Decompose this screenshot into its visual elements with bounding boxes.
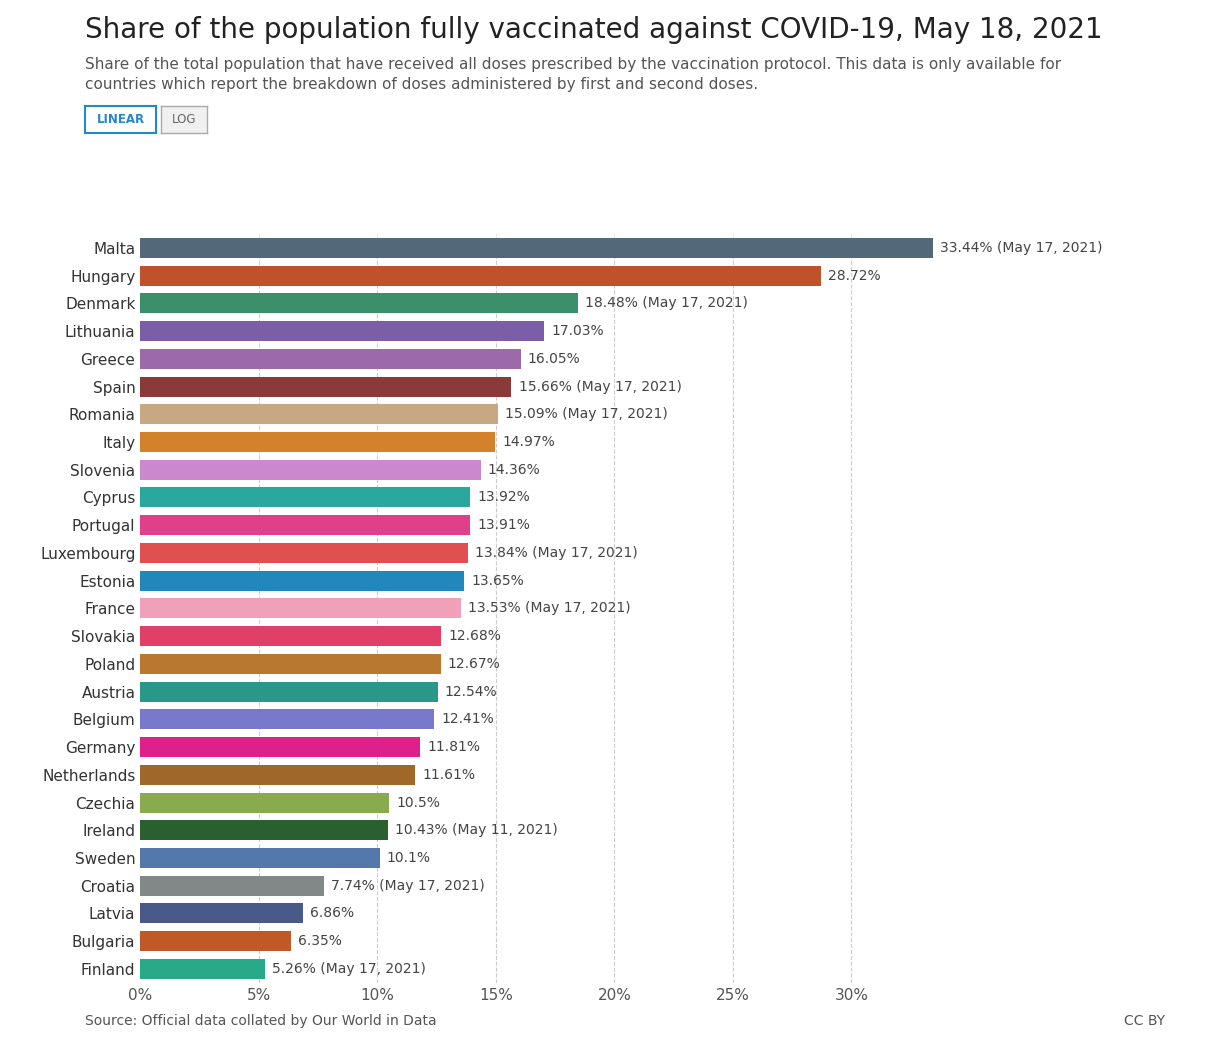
Text: 16.05%: 16.05% [528,352,581,366]
Bar [140,681,438,702]
Bar [140,654,440,674]
Bar [140,904,303,924]
Text: 10.5%: 10.5% [396,796,440,809]
Text: Share of the total population that have received all doses prescribed by the vac: Share of the total population that have … [85,57,1061,92]
Text: 28.72%: 28.72% [828,268,881,283]
Bar [140,931,290,952]
Text: CC BY: CC BY [1124,1014,1165,1028]
Text: 13.84% (May 17, 2021): 13.84% (May 17, 2021) [476,546,638,560]
Bar [140,764,416,785]
Text: 10.43% (May 11, 2021): 10.43% (May 11, 2021) [394,824,558,837]
Text: 11.81%: 11.81% [427,740,481,754]
Text: 6.35%: 6.35% [298,934,342,948]
Text: 14.36%: 14.36% [488,463,540,476]
Text: 13.91%: 13.91% [477,518,529,532]
Bar [140,376,511,396]
Bar [140,876,323,895]
Text: 33.44% (May 17, 2021): 33.44% (May 17, 2021) [941,241,1103,255]
Bar [140,571,464,591]
Text: Our World: Our World [1076,15,1147,28]
Bar [140,293,578,313]
Bar [140,543,468,563]
Text: 15.66% (May 17, 2021): 15.66% (May 17, 2021) [518,380,682,393]
Text: in Data: in Data [1086,36,1137,50]
Bar [140,321,544,341]
Text: 17.03%: 17.03% [551,324,604,338]
Bar [140,598,461,619]
Bar [140,488,470,508]
Bar [140,348,521,369]
Bar [140,626,440,646]
Bar [140,737,420,757]
Bar [140,515,470,536]
Text: 7.74% (May 17, 2021): 7.74% (May 17, 2021) [331,879,484,892]
Text: 12.67%: 12.67% [448,657,500,671]
Bar [140,821,388,840]
Text: 12.41%: 12.41% [442,712,494,726]
Bar [140,959,265,979]
Bar [140,405,498,424]
Text: 13.92%: 13.92% [477,491,531,504]
Text: LOG: LOG [172,113,196,126]
Bar [140,792,389,812]
Text: 14.97%: 14.97% [503,435,555,449]
Text: 15.09% (May 17, 2021): 15.09% (May 17, 2021) [505,408,667,421]
Bar [140,238,933,258]
Text: 11.61%: 11.61% [422,768,476,782]
Text: 13.53% (May 17, 2021): 13.53% (May 17, 2021) [468,601,631,616]
Text: 13.65%: 13.65% [471,574,523,588]
Text: 18.48% (May 17, 2021): 18.48% (May 17, 2021) [586,296,748,310]
Text: 12.68%: 12.68% [448,629,501,643]
Bar [140,709,434,729]
Bar [140,848,379,868]
Text: Source: Official data collated by Our World in Data: Source: Official data collated by Our Wo… [85,1014,437,1028]
Text: 10.1%: 10.1% [387,851,431,865]
Text: LINEAR: LINEAR [96,113,145,126]
Text: 5.26% (May 17, 2021): 5.26% (May 17, 2021) [272,962,426,976]
Text: 6.86%: 6.86% [310,907,354,920]
Text: Share of the population fully vaccinated against COVID-19, May 18, 2021: Share of the population fully vaccinated… [85,16,1103,44]
Text: 12.54%: 12.54% [444,684,498,699]
Bar [140,460,481,479]
Bar [140,432,495,452]
Bar [140,265,821,286]
